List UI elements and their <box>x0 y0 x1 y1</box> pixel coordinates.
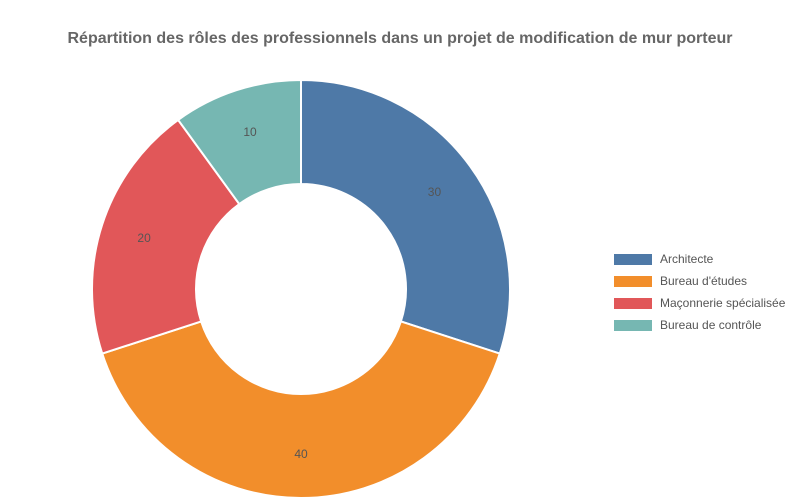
donut-slice-1[interactable] <box>100 320 502 500</box>
slice-value-label-2: 20 <box>137 231 151 245</box>
slice-value-label-3: 10 <box>243 125 257 139</box>
legend-swatch-0 <box>614 253 652 265</box>
legend-item-1[interactable]: Bureau d'études <box>614 270 785 292</box>
donut-slice-0[interactable] <box>300 78 511 355</box>
donut-slice-2[interactable] <box>91 118 241 355</box>
legend-swatch-1 <box>614 275 652 287</box>
legend-swatch-3 <box>614 319 652 331</box>
donut-slice-3[interactable] <box>176 78 302 206</box>
legend-label-1: Bureau d'études <box>660 274 748 288</box>
legend-item-0[interactable]: Architecte <box>614 248 785 270</box>
slice-value-label-1: 40 <box>294 447 308 461</box>
legend-label-2: Maçonnerie spécialisée <box>660 296 786 310</box>
legend-label-3: Bureau de contrôle <box>660 318 762 332</box>
chart-title: Répartition des rôles des professionnels… <box>67 30 733 47</box>
legend-item-3[interactable]: Bureau de contrôle <box>614 314 785 336</box>
legend-label-0: Architecte <box>660 252 714 266</box>
legend-swatch-2 <box>614 297 652 309</box>
slice-value-label-0: 30 <box>428 185 442 199</box>
legend-item-2[interactable]: Maçonnerie spécialisée <box>614 292 785 314</box>
legend: Architecte Bureau d'études Maçonnerie spéc… <box>614 248 785 336</box>
